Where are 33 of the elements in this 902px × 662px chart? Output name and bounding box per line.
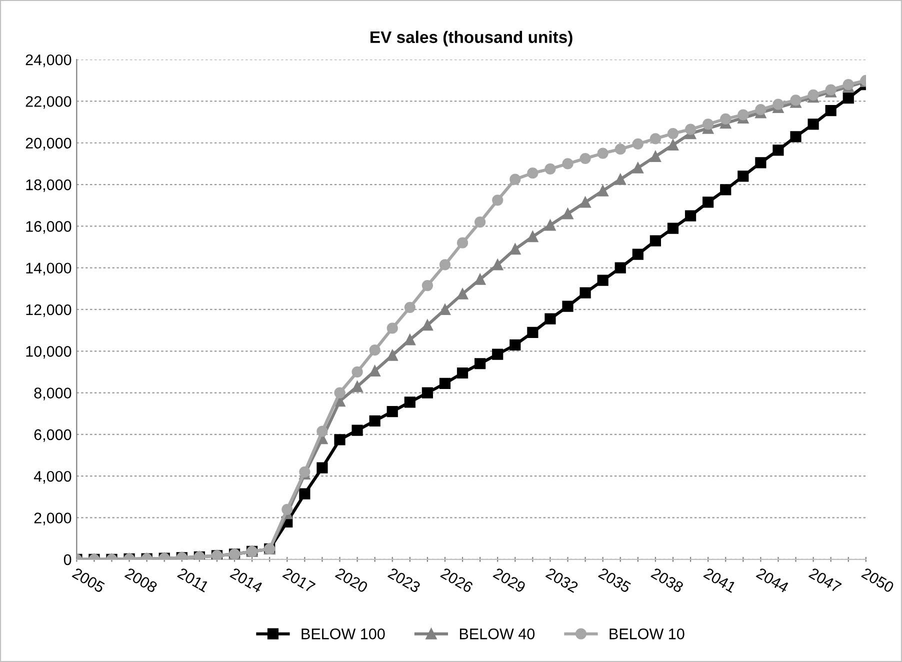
- y-tick-label: 10,000: [26, 346, 72, 359]
- x-tick-label: 2044: [756, 567, 790, 594]
- x-tick-label: 2038: [650, 567, 684, 594]
- y-tick-label: 14,000: [26, 262, 72, 276]
- x-tick-label: 2017: [282, 567, 316, 594]
- x-tick-label: 2014: [230, 567, 264, 594]
- y-tick-label: 0: [64, 554, 72, 566]
- y-tick-label: 12,000: [26, 304, 72, 317]
- legend-label: BELOW 40: [460, 628, 535, 640]
- x-tick-label: 2041: [703, 567, 737, 594]
- y-tick-label: 24,000: [26, 54, 72, 68]
- y-tick-label: 16,000: [26, 221, 72, 234]
- x-tick-label: 2050: [860, 567, 895, 594]
- x-tick-label: 2047: [808, 567, 842, 594]
- x-tick-label: 2005: [72, 567, 106, 594]
- y-tick-label: 20,000: [26, 138, 72, 150]
- x-tick-label: 2035: [598, 567, 632, 594]
- x-tick-label: 2026: [440, 567, 474, 594]
- x-tick-label: 2008: [124, 567, 158, 594]
- x-tick-label: 2029: [492, 567, 526, 594]
- y-tick-label: 18,000: [26, 179, 72, 192]
- y-tick-label: 8,000: [34, 388, 72, 400]
- x-tick-label: 2020: [334, 567, 368, 594]
- y-tick-label: 22,000: [26, 96, 72, 109]
- y-tick-label: 4,000: [34, 470, 72, 484]
- legend-label: BELOW 10: [610, 628, 684, 640]
- y-tick-label: 2,000: [34, 512, 72, 526]
- y-tick-label: 6,000: [34, 429, 72, 442]
- legend-label: BELOW 100: [302, 628, 385, 640]
- x-tick-label: 2023: [387, 567, 422, 594]
- x-tick-label: 2032: [545, 567, 579, 594]
- chart-title: EV sales (thousand units): [370, 30, 572, 46]
- x-tick-label: 2011: [176, 567, 210, 592]
